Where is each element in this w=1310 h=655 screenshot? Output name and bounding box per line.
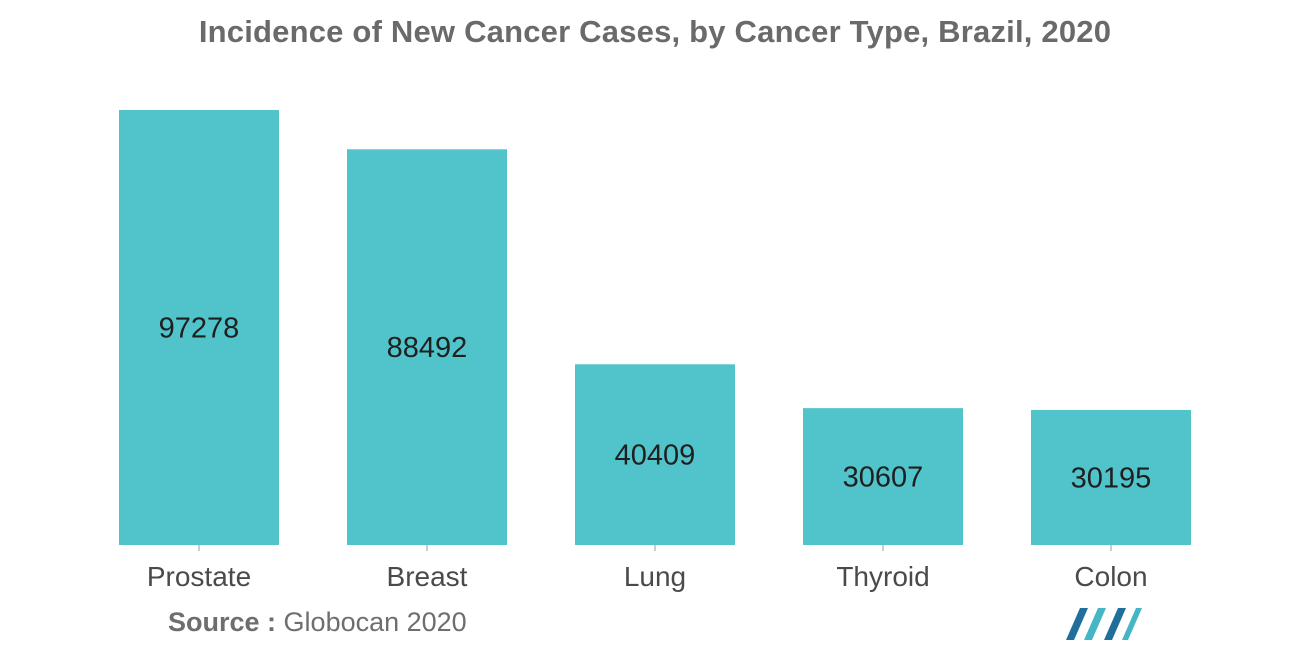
bars-layer (119, 110, 1191, 546)
bar-colon (1031, 409, 1191, 545)
chart-title: Incidence of New Cancer Cases, by Cancer… (198, 14, 1112, 49)
data-label-breast: 88492 (387, 332, 468, 364)
data-label-thyroid: 30607 (843, 462, 924, 494)
source-note: Source : Globocan 2020 (168, 607, 467, 638)
ticks-layer (198, 545, 1112, 551)
data-label-colon: 30195 (1071, 462, 1152, 494)
x-tick-label-lung: Lung (624, 561, 686, 592)
x-tick-label-breast: Breast (387, 561, 468, 592)
data-label-prostate: 97278 (159, 313, 240, 345)
bar-thyroid (803, 408, 963, 545)
source-text: Globocan 2020 (283, 607, 467, 637)
x-tick-label-colon: Colon (1074, 561, 1147, 592)
labels-layer: 97278 Prostate 88492 Breast 40409 Lung 30607 Th… (147, 313, 1151, 593)
bar-lung (575, 364, 735, 545)
brand-logo-icon (1066, 608, 1142, 640)
bar-prostate (119, 110, 279, 545)
x-tick-label-prostate: Prostate (147, 561, 251, 592)
data-label-lung: 40409 (615, 440, 696, 472)
x-tick-label-thyroid: Thyroid (836, 561, 929, 592)
source-label: Source : (168, 607, 277, 637)
bar-breast (347, 149, 507, 546)
